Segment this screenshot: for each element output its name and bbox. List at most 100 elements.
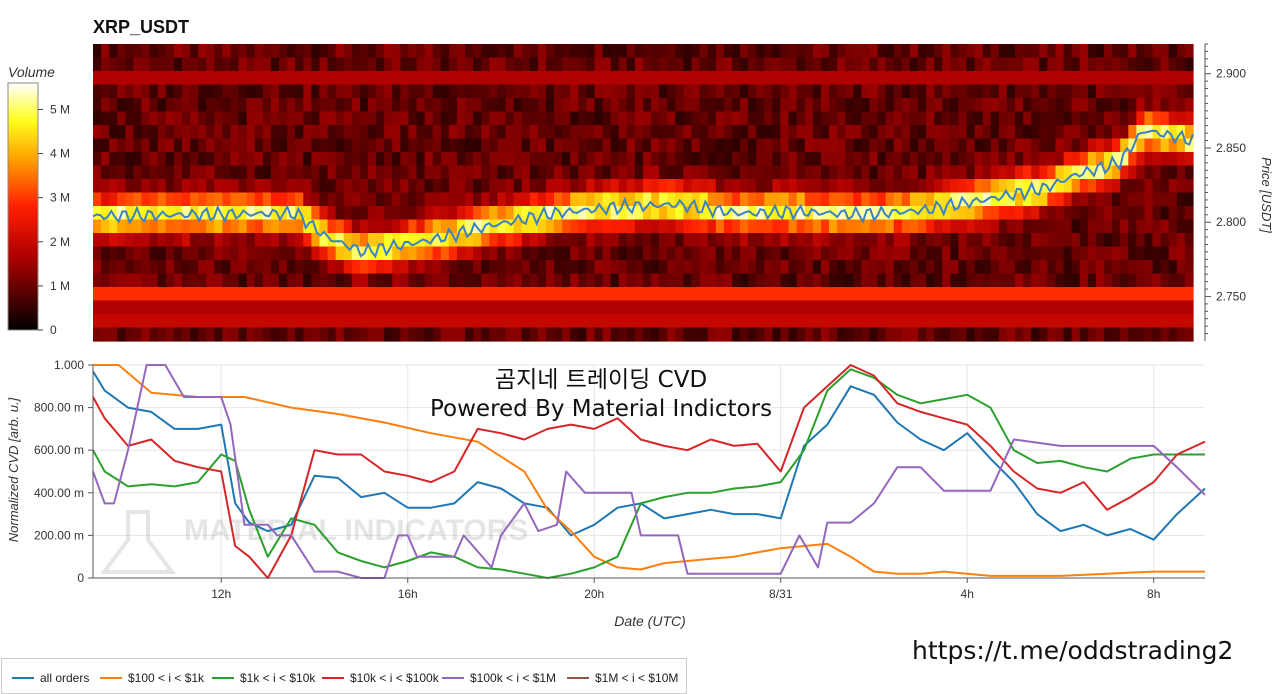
heatmap-cell (950, 300, 960, 315)
heatmap-cell (392, 84, 401, 99)
heatmap-cell (885, 273, 895, 288)
heatmap-cell (1104, 152, 1113, 167)
heatmap-cell (901, 314, 911, 329)
heatmap-cell (343, 219, 353, 234)
heatmap-cell (651, 138, 660, 153)
heatmap-cell (529, 98, 539, 113)
heatmap-cell (1160, 219, 1170, 234)
heatmap-cell (748, 233, 757, 248)
heatmap-cell (594, 206, 604, 221)
heatmap-cell (1168, 260, 1178, 275)
heatmap-cell (545, 98, 555, 113)
heatmap-cell (586, 219, 596, 234)
legend-item[interactable]: $1M < i < $10M (567, 671, 678, 685)
heatmap-cell (368, 138, 377, 153)
heatmap-cell (554, 192, 563, 207)
heatmap-cell (659, 44, 668, 59)
legend-item[interactable]: $100 < i < $1k (100, 671, 204, 685)
heatmap-cell (715, 233, 725, 248)
heatmap-cell (723, 98, 733, 113)
heatmap-cell (1006, 179, 1016, 194)
heatmap-cell (343, 71, 353, 86)
heatmap-cell (683, 206, 693, 221)
heatmap-cell (181, 71, 191, 86)
heatmap-cell (853, 125, 862, 140)
heatmap-cell (740, 192, 749, 207)
heatmap-cell (424, 165, 434, 180)
heatmap-cell (141, 300, 151, 315)
heatmap-cell (812, 125, 822, 140)
heatmap-cell (327, 233, 337, 248)
heatmap-cell (1039, 111, 1049, 126)
heatmap-cell (505, 98, 515, 113)
heatmap-cell (335, 206, 345, 221)
heatmap-cell (1095, 192, 1105, 207)
heatmap-cell (634, 233, 644, 248)
heatmap-cell (909, 57, 919, 72)
telegram-link[interactable]: https://t.me/oddstrading2 (912, 636, 1234, 665)
heatmap-cell (351, 246, 361, 261)
heatmap-cell (513, 138, 523, 153)
heatmap-cell (691, 260, 701, 275)
heatmap-cell (1047, 125, 1057, 140)
heatmap-cell (254, 327, 264, 342)
heatmap-cell (651, 98, 660, 113)
heatmap-cell (869, 71, 879, 86)
heatmap-cell (109, 260, 118, 275)
legend-item[interactable]: all orders (12, 671, 89, 685)
heatmap-cell (157, 314, 167, 329)
heatmap-cell (343, 152, 353, 167)
heatmap-cell (942, 327, 951, 342)
heatmap-cell (125, 138, 135, 153)
heatmap-cell (1095, 219, 1105, 234)
heatmap-cell (343, 273, 353, 288)
heatmap-cell (748, 125, 757, 140)
heatmap-cell (901, 57, 911, 72)
heatmap-cell (1023, 233, 1032, 248)
heatmap-cell (667, 152, 676, 167)
heatmap-cell (1055, 98, 1065, 113)
heatmap-cell (1152, 300, 1162, 315)
heatmap-cell (1095, 84, 1105, 99)
heatmap-cell (238, 57, 248, 72)
heatmap-cell (125, 260, 135, 275)
heatmap-cell (1112, 98, 1121, 113)
heatmap-cell (942, 273, 951, 288)
heatmap-cell (594, 44, 604, 59)
cvd-x-tick-label: 12h (211, 587, 231, 601)
heatmap-cell (683, 327, 693, 342)
heatmap-cell (578, 165, 587, 180)
heatmap-cell (359, 179, 369, 194)
heatmap-cell (416, 219, 426, 234)
heatmap-cell (877, 287, 887, 302)
heatmap-cell (586, 233, 596, 248)
legend-item[interactable]: $10k < i < $100k (322, 671, 439, 685)
heatmap-cell (351, 57, 361, 72)
heatmap-cell (626, 57, 636, 72)
heatmap-cell (780, 138, 790, 153)
heatmap-cell (667, 165, 676, 180)
heatmap-cell (489, 138, 499, 153)
heatmap-cell (505, 246, 515, 261)
heatmap-cell (1055, 71, 1065, 86)
heatmap-cell (424, 125, 434, 140)
heatmap-cell (448, 287, 458, 302)
heatmap-cell (990, 206, 1000, 221)
heatmap-cell (1047, 206, 1057, 221)
heatmap-cell (448, 138, 458, 153)
heatmap-cell (562, 246, 571, 261)
heatmap-cell (424, 98, 434, 113)
heatmap-cell (1136, 57, 1146, 72)
heatmap-cell (198, 138, 207, 153)
legend-label: $100k < i < $1M (470, 671, 557, 685)
heatmap-cell (804, 192, 814, 207)
heatmap-cell (748, 192, 757, 207)
heatmap-cell (796, 287, 806, 302)
heatmap-cell (465, 152, 474, 167)
heatmap-cell (618, 206, 628, 221)
legend-item[interactable]: $100k < i < $1M (442, 671, 556, 685)
heatmap-cell (173, 165, 183, 180)
heatmap-cell (772, 44, 782, 59)
heatmap-cell (513, 165, 523, 180)
legend-item[interactable]: $1k < i < $10k (212, 671, 315, 685)
